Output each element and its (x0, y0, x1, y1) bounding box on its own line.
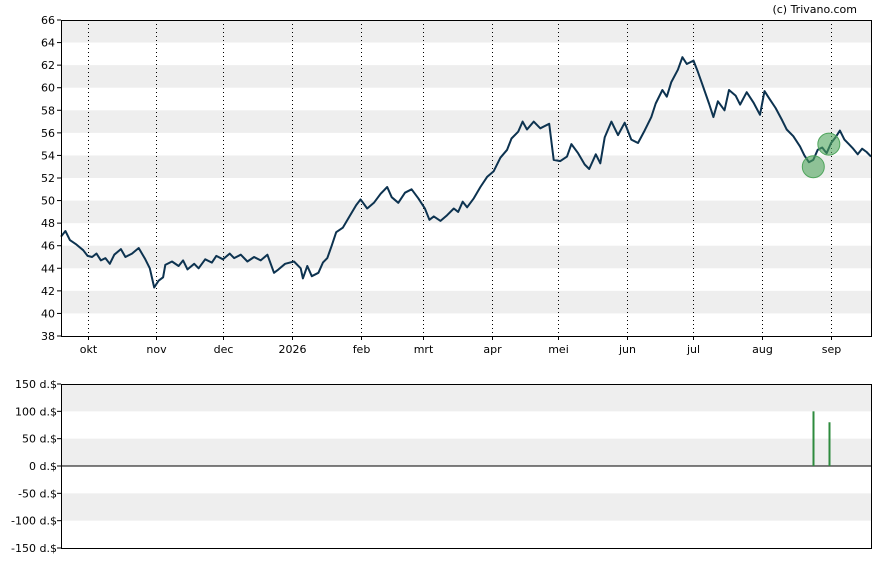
price-bands (61, 20, 871, 314)
price-band (61, 200, 871, 224)
volume-y-tick-label: 0 d.$ (29, 460, 57, 473)
price-frame (61, 20, 872, 337)
volume-y-ticks: 150 d.$ 100 d.$ 50 d.$ 0 d.$ -50 d.$ -100 d.$… (11, 378, 61, 555)
x-tick-label: jul (686, 343, 700, 356)
price-y-ticks: 38 40 42 44 46 48 50 52 54 56 58 60 62 64 66 (41, 14, 61, 343)
volume-bands (61, 384, 871, 521)
volume-y-tick-label: -100 d.$ (11, 515, 57, 528)
y-tick-label: 62 (41, 59, 55, 72)
volume-y-tick-label: -150 d.$ (11, 542, 57, 555)
price-marker (817, 132, 841, 156)
y-tick-label: 56 (41, 127, 55, 140)
volume-panel: 150 d.$ 100 d.$ 50 d.$ 0 d.$ -50 d.$ -100 d.$… (11, 378, 872, 555)
y-tick-label: 52 (41, 172, 55, 185)
price-panel: 38 40 42 44 46 48 50 52 54 56 58 60 62 64 66 okt nov dec… (41, 14, 872, 356)
y-tick-label: 46 (41, 240, 55, 253)
volume-frame (61, 384, 872, 549)
x-tick-label: sep (822, 343, 841, 356)
price-band (61, 65, 871, 88)
price-x-ticks: okt nov dec 2026 feb mrt apr mei jun jul aug sep (80, 336, 841, 356)
y-tick-label: 58 (41, 104, 55, 117)
x-tick-label: dec (214, 343, 234, 356)
y-tick-label: 40 (41, 307, 55, 320)
y-tick-label: 44 (41, 262, 55, 275)
y-tick-label: 42 (41, 285, 55, 298)
x-tick-label: jun (618, 343, 636, 356)
y-tick-label: 54 (41, 149, 55, 162)
price-band (61, 110, 871, 133)
y-tick-label: 66 (41, 14, 55, 27)
price-band (61, 290, 871, 314)
y-tick-label: 38 (41, 330, 55, 343)
y-tick-label: 50 (41, 195, 55, 208)
x-tick-label: aug (752, 343, 773, 356)
price-grid (88, 20, 832, 336)
x-tick-label: 2026 (279, 343, 307, 356)
volume-y-tick-label: 50 d.$ (22, 433, 57, 446)
y-tick-label: 64 (41, 37, 55, 50)
volume-y-tick-label: 150 d.$ (15, 378, 57, 391)
volume-band (61, 493, 871, 521)
y-tick-label: 48 (41, 217, 55, 230)
x-tick-label: apr (483, 343, 502, 356)
x-tick-label: mei (548, 343, 569, 356)
volume-y-tick-label: -50 d.$ (18, 487, 57, 500)
x-tick-label: nov (146, 343, 167, 356)
volume-bars (812, 411, 831, 466)
price-markers (801, 132, 841, 179)
volume-band (61, 438, 871, 466)
price-band (61, 20, 871, 43)
x-tick-label: feb (353, 343, 371, 356)
price-band (61, 245, 871, 269)
y-tick-label: 60 (41, 82, 55, 95)
volume-y-tick-label: 100 d.$ (15, 405, 57, 418)
credit-text: (c) Trivano.com (772, 3, 857, 16)
price-series-line (60, 56, 872, 289)
x-tick-label: mrt (414, 343, 434, 356)
price-marker (801, 155, 825, 179)
volume-band (61, 384, 871, 412)
price-band (61, 155, 871, 178)
x-tick-label: okt (80, 343, 98, 356)
